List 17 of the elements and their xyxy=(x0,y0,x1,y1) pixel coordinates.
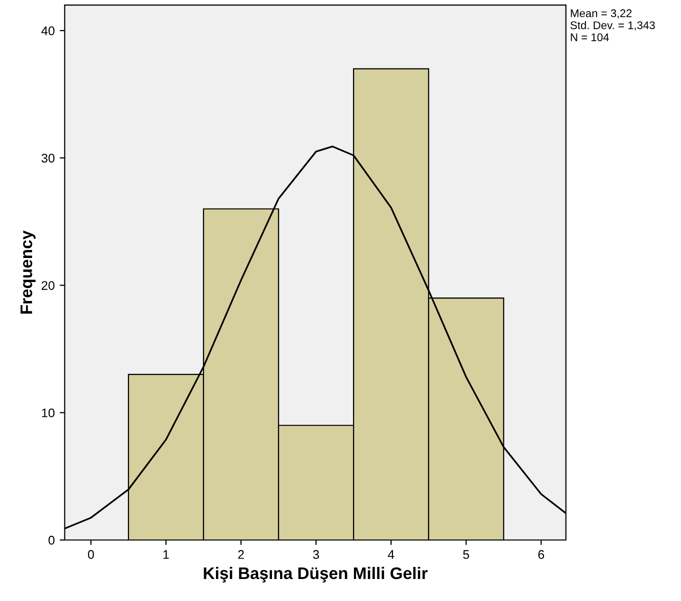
x-tick-label: 3 xyxy=(313,550,319,559)
x-tick-label: 1 xyxy=(163,550,169,559)
y-tick-label: 30 xyxy=(42,154,54,163)
x-tick-label: 2 xyxy=(238,550,244,559)
y-tick-label: 0 xyxy=(48,536,54,545)
text: N = 104 xyxy=(570,33,609,42)
y-tick-label: 10 xyxy=(42,408,54,418)
x-tick-label: 5 xyxy=(463,550,470,559)
x-tick-label: 4 xyxy=(388,550,394,559)
y-tick-label: 20 xyxy=(42,281,54,290)
y-tick-label: 40 xyxy=(41,26,54,36)
x-tick-label: 6 xyxy=(538,550,544,559)
y-axis-title: Frequency xyxy=(20,230,36,314)
text: Mean = 3,22 xyxy=(570,9,632,18)
x-tick-label: 0 xyxy=(88,550,94,559)
text: Std. Dev. = 1,343 xyxy=(570,21,655,31)
x-axis-title: Kişi Başına Düşen Milli Gelir xyxy=(204,566,428,582)
